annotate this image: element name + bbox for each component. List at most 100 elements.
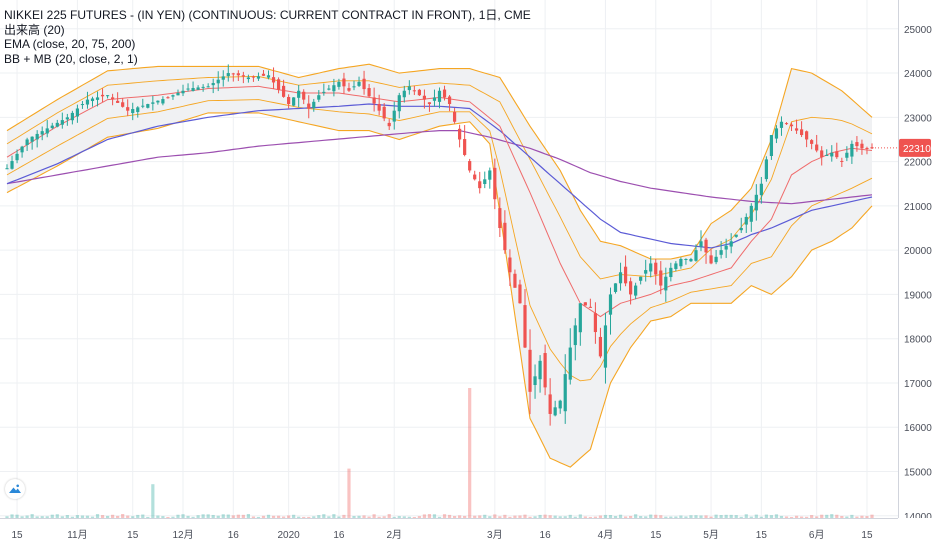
time-tick-label: 2020: [278, 530, 301, 541]
candle: [714, 249, 718, 265]
legend-ema[interactable]: EMA (close, 20, 75, 200): [4, 37, 136, 51]
volume-bar: [452, 516, 457, 518]
volume-bar: [80, 515, 85, 518]
volume-bar: [754, 514, 758, 518]
volume-bar: [724, 514, 728, 518]
candle: [840, 157, 844, 167]
volume-bar: [226, 514, 230, 518]
candle: [513, 269, 517, 288]
candle: [417, 88, 421, 97]
volume-bar: [5, 516, 9, 518]
price-tick-label: 18000: [904, 335, 932, 346]
candle: [674, 261, 678, 272]
volume-bar: [774, 514, 779, 518]
candle: [226, 64, 230, 82]
volume-bar: [141, 514, 145, 518]
candle: [860, 139, 864, 155]
volume-bar: [347, 468, 351, 518]
candle: [327, 84, 331, 91]
legend-bb[interactable]: BB + MB (20, close, 2, 1): [4, 51, 138, 66]
candle: [100, 88, 105, 103]
volume-bar: [402, 516, 406, 518]
candle: [684, 258, 688, 265]
candle: [407, 80, 411, 95]
volume-bar: [412, 516, 416, 518]
candle: [246, 74, 250, 83]
candles[interactable]: [5, 64, 874, 426]
price-tick-label: 16000: [904, 423, 932, 434]
candle: [35, 130, 39, 148]
volume-bar: [654, 514, 658, 518]
candle: [704, 237, 708, 264]
volume-bar: [644, 516, 648, 518]
volume-bar: [563, 516, 567, 518]
candle: [60, 112, 64, 129]
candle: [55, 119, 59, 128]
candle: [734, 234, 738, 238]
candle: [412, 85, 416, 96]
volume-bar: [201, 514, 205, 518]
volume-bar: [216, 515, 220, 518]
candle: [437, 87, 442, 109]
volume-bar: [256, 516, 261, 518]
time-tick-label: 15: [756, 530, 768, 541]
candle: [644, 259, 648, 282]
candle: [231, 72, 235, 82]
candle: [463, 125, 467, 157]
volume-bar: [583, 516, 587, 518]
candle: [649, 256, 653, 278]
candle: [191, 81, 195, 92]
candle: [830, 145, 834, 162]
volume-bar: [553, 515, 557, 518]
volume-bar: [518, 515, 522, 518]
candle: [206, 83, 210, 88]
volume-bar: [312, 516, 316, 518]
volume-bar: [307, 516, 311, 518]
legend-title: NIKKEI 225 FUTURES - (IN YEN) (CONTINUOU…: [4, 8, 531, 22]
candle: [256, 72, 261, 81]
tradingview-logo-icon[interactable]: [5, 479, 25, 499]
volume-bar: [729, 514, 733, 518]
volume-bar: [100, 515, 105, 518]
volume-bar: [211, 514, 215, 518]
volume-bar: [75, 515, 80, 518]
volume-bar: [251, 516, 256, 518]
volume-bar: [95, 514, 100, 518]
volume-bars: [5, 388, 874, 518]
candle: [317, 90, 321, 103]
volume-bar: [427, 514, 432, 518]
volume-bar: [463, 515, 467, 518]
volume-bar: [749, 516, 753, 518]
volume-bar: [508, 516, 512, 518]
candle: [709, 249, 713, 265]
time-tick-label: 6月: [809, 529, 825, 541]
time-tick-label: 16: [228, 530, 240, 541]
candle: [664, 267, 668, 302]
volume-bar: [121, 514, 125, 518]
volume-bar: [25, 515, 29, 518]
candle: [347, 82, 351, 92]
candle: [281, 79, 286, 98]
volume-bar: [166, 516, 170, 518]
candle: [528, 329, 532, 415]
volume-bar: [231, 515, 235, 518]
legend-volume[interactable]: 出来高 (20): [4, 22, 65, 37]
candle: [45, 120, 49, 138]
volume-bar: [674, 516, 678, 518]
volume-bar: [397, 516, 401, 518]
candle: [805, 130, 809, 148]
candle: [799, 121, 804, 138]
volume-bar: [85, 515, 90, 518]
price-axis: [898, 0, 932, 550]
legend: NIKKEI 225 FUTURES - (IN YEN) (CONTINUOU…: [4, 8, 531, 66]
volume-bar: [714, 514, 718, 518]
volume-bar: [186, 515, 190, 518]
volume-bar: [830, 514, 834, 518]
candle: [603, 312, 608, 384]
time-tick-label: 4月: [598, 529, 614, 541]
candle: [724, 238, 728, 258]
volume-bar: [659, 515, 663, 518]
volume-bar: [322, 514, 326, 518]
